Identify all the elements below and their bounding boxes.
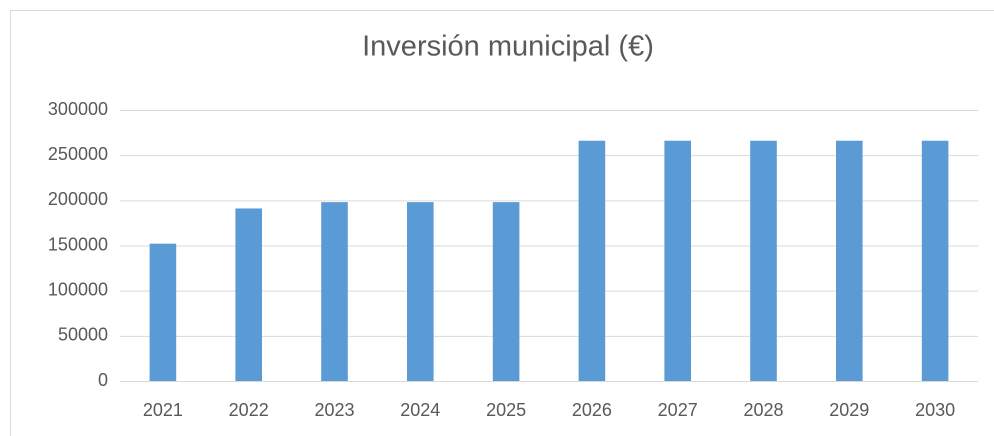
bar <box>750 140 777 381</box>
x-tick-label: 2028 <box>743 400 783 420</box>
y-tick-label: 300000 <box>48 99 108 119</box>
bar <box>235 208 262 381</box>
bar <box>407 202 434 381</box>
chart-title: Inversión municipal (€) <box>362 31 654 63</box>
bar <box>836 140 863 381</box>
y-tick-label: 100000 <box>48 279 108 299</box>
x-tick-label: 2022 <box>229 400 269 420</box>
x-tick-label: 2030 <box>915 400 955 420</box>
y-tick-label: 150000 <box>48 234 108 254</box>
y-tick-label: 0 <box>98 370 108 390</box>
x-tick-label: 2024 <box>400 400 440 420</box>
y-tick-label: 50000 <box>58 325 108 345</box>
bar <box>664 140 691 381</box>
x-tick-label: 2021 <box>143 400 183 420</box>
y-tick-label: 200000 <box>48 189 108 209</box>
bar <box>921 140 949 381</box>
x-tick-label: 2025 <box>486 400 526 420</box>
x-tick-label: 2027 <box>658 400 698 420</box>
y-tick-label: 250000 <box>48 144 108 164</box>
x-tick-label: 2026 <box>572 400 612 420</box>
bar <box>578 140 606 381</box>
bar <box>149 243 177 381</box>
bar <box>492 202 520 381</box>
x-tick-label: 2029 <box>829 400 869 420</box>
bar <box>321 202 348 381</box>
x-tick-label: 2023 <box>314 400 354 420</box>
